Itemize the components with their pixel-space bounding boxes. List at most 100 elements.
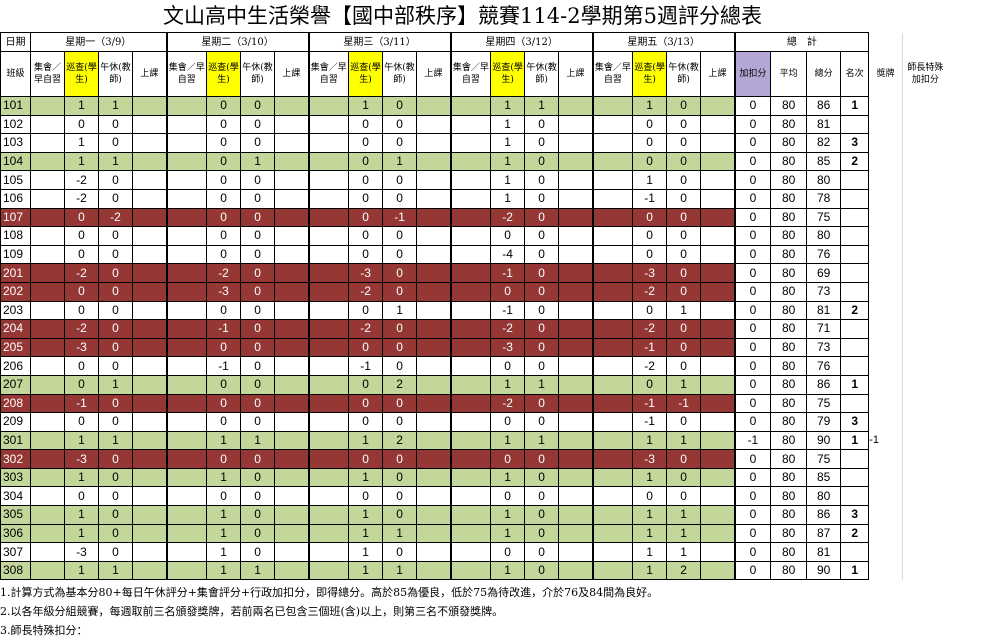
score-cell: 0: [524, 337, 560, 358]
class-cell: 204: [0, 319, 31, 339]
score-cell: 1: [64, 560, 99, 581]
score-cell: [592, 356, 634, 376]
score-cell: 1: [490, 114, 526, 135]
score-cell: [308, 374, 350, 395]
col-header-day5-4: 上課: [700, 51, 736, 97]
table-row: 203 0 0 0 0 0 1 -1 0 0 1 0 80 81 2: [0, 300, 948, 321]
sheet-title: 文山高中生活榮譽【國中部秩序】競賽114-2學期第5週評分總表: [163, 4, 762, 28]
average-cell: 80: [770, 523, 808, 544]
score-cell: 0: [98, 542, 133, 562]
score-cell: [416, 114, 452, 135]
score-cell: [700, 114, 736, 135]
score-cell: 0: [382, 244, 418, 265]
score-cell: [450, 281, 492, 302]
score-cell: 1: [348, 542, 384, 562]
score-cell: [592, 151, 634, 172]
score-cell: 1: [64, 430, 99, 451]
score-cell: [416, 244, 452, 265]
score-cell: 1: [382, 151, 418, 172]
table-row: 302 -3 0 0 0 0 0 0 0 -3 0 0 80 75: [0, 449, 948, 469]
score-cell: [416, 226, 452, 246]
note-1: 1.計算方式為基本分80+每日午休評分+集會評分+行政加扣分，即得總分。高於85…: [0, 586, 659, 599]
score-cell: 0: [632, 300, 668, 321]
score-cell: [700, 374, 736, 395]
score-cell: [308, 151, 350, 172]
score-cell: [700, 523, 736, 544]
score-cell: [558, 356, 594, 376]
adjust-cell: 0: [734, 151, 772, 172]
award-cell: [868, 561, 903, 580]
score-cell: [131, 319, 168, 339]
score-cell: [166, 505, 208, 525]
score-cell: [700, 133, 736, 153]
score-cell: [592, 300, 634, 321]
score-cell: [558, 170, 594, 190]
score-cell: 0: [240, 226, 276, 246]
score-cell: 1: [490, 430, 526, 451]
score-cell: [558, 244, 594, 265]
total-cell: 73: [806, 281, 842, 302]
score-cell: -1: [348, 356, 384, 376]
score-cell: 0: [206, 226, 242, 246]
award-cell: [868, 189, 903, 209]
total-cell: 71: [806, 319, 842, 339]
average-cell: 80: [770, 170, 808, 190]
score-cell: [30, 523, 65, 544]
score-cell: 0: [64, 207, 99, 228]
score-cell: 1: [206, 505, 242, 525]
score-cell: [166, 319, 208, 339]
score-cell: [131, 281, 168, 302]
score-cell: 0: [490, 542, 526, 562]
class-cell: 304: [0, 486, 31, 507]
score-cell: 0: [240, 393, 276, 414]
score-cell: 0: [64, 486, 99, 507]
score-cell: [274, 486, 310, 507]
score-cell: 0: [382, 96, 418, 116]
special-cell: [902, 189, 948, 209]
score-cell: [131, 300, 168, 321]
class-cell: 108: [0, 226, 31, 246]
adjust-cell: 0: [734, 412, 772, 432]
score-cell: [131, 486, 168, 507]
score-cell: 0: [98, 412, 133, 432]
score-cell: [274, 542, 310, 562]
score-cell: 1: [490, 560, 526, 581]
score-cell: 0: [382, 486, 418, 507]
total-cell: 81: [806, 300, 842, 321]
score-cell: [558, 374, 594, 395]
score-cell: 0: [490, 449, 526, 469]
score-cell: [166, 542, 208, 562]
score-cell: [30, 207, 65, 228]
average-cell: 80: [770, 560, 808, 581]
average-cell: 80: [770, 244, 808, 265]
total-cell: 75: [806, 207, 842, 228]
score-cell: -2: [64, 170, 99, 190]
score-cell: [700, 281, 736, 302]
score-cell: [558, 188, 594, 209]
score-cell: 0: [666, 319, 702, 339]
award-cell: [868, 301, 903, 320]
average-cell: 80: [770, 393, 808, 414]
score-cell: 1: [490, 374, 526, 395]
score-cell: 0: [524, 449, 560, 469]
score-cell: [30, 188, 65, 209]
class-cell: 201: [0, 263, 31, 283]
rank-cell: [840, 263, 870, 283]
class-cell: 102: [0, 114, 31, 135]
score-cell: -2: [632, 319, 668, 339]
score-cell: 1: [98, 374, 133, 395]
col-header-day3-3: 午休(教師): [382, 51, 418, 97]
table-row: 109 0 0 0 0 0 0 -4 0 0 0 0 80 76: [0, 244, 948, 265]
score-cell: [308, 337, 350, 358]
score-cell: [450, 114, 492, 135]
class-cell: 203: [0, 300, 31, 321]
score-cell: 0: [524, 244, 560, 265]
score-cell: [30, 263, 65, 283]
score-cell: 0: [348, 300, 384, 321]
score-cell: 1: [64, 96, 99, 116]
score-cell: [274, 188, 310, 209]
score-cell: 0: [490, 226, 526, 246]
score-cell: [166, 374, 208, 395]
score-cell: -1: [206, 356, 242, 376]
score-cell: -2: [64, 188, 99, 209]
